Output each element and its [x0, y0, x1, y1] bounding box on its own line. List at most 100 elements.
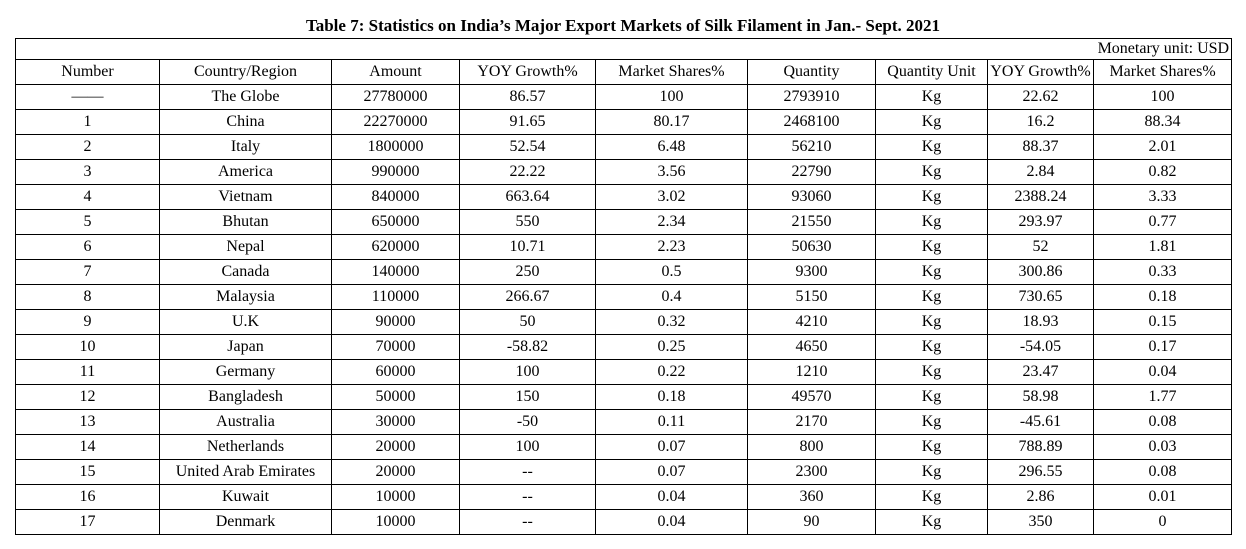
market-share-cell: 0.32: [595, 309, 748, 335]
table-row: 6 Nepal 620000 10.71 2.23 50630 Kg 52 1.81: [15, 234, 1233, 260]
quantity-cell: 90: [747, 509, 876, 535]
quantity-cell: 21550: [747, 209, 876, 235]
country-cell: Japan: [159, 334, 332, 360]
number-cell: 9: [15, 309, 160, 335]
yoy-growth-cell: 266.67: [459, 284, 596, 310]
table-row: 3 America 990000 22.22 3.56 22790 Kg 2.84 0.82: [15, 159, 1233, 185]
column-header: Country/Region: [159, 59, 332, 85]
table-row: 7 Canada 140000 250 0.5 9300 Kg 300.86 0.33: [15, 259, 1233, 285]
table-row: 9 U.K 90000 50 0.32 4210 Kg 18.93 0.15: [15, 309, 1233, 335]
quantity-unit-cell: Kg: [875, 159, 988, 185]
amount-cell: 10000: [331, 509, 460, 535]
quantity-yoy-growth-cell: 2.84: [987, 159, 1094, 185]
table-row: 8 Malaysia 110000 266.67 0.4 5150 Kg 730.65 0.18: [15, 284, 1233, 310]
number-cell: ——: [15, 84, 160, 110]
quantity-market-share-cell: 1.81: [1092, 234, 1233, 260]
number-cell: 10: [15, 334, 160, 360]
quantity-market-share-cell: 0.15: [1092, 309, 1233, 335]
column-header: YOY Growth%: [459, 59, 596, 85]
market-share-cell: 3.02: [595, 184, 748, 210]
quantity-unit-cell: Kg: [875, 209, 988, 235]
quantity-market-share-cell: 0.18: [1092, 284, 1233, 310]
number-cell: 2: [15, 134, 160, 160]
quantity-cell: 50630: [747, 234, 876, 260]
country-cell: Kuwait: [159, 484, 332, 510]
number-cell: 7: [15, 259, 160, 285]
market-share-cell: 0.22: [595, 359, 748, 385]
amount-cell: 990000: [331, 159, 460, 185]
yoy-growth-cell: 10.71: [459, 234, 596, 260]
quantity-market-share-cell: 3.33: [1092, 184, 1233, 210]
table-row: 13 Australia 30000 -50 0.11 2170 Kg -45.61 0.08: [15, 409, 1233, 435]
amount-cell: 60000: [331, 359, 460, 385]
quantity-yoy-growth-cell: 88.37: [987, 134, 1094, 160]
country-cell: Netherlands: [159, 434, 332, 460]
yoy-growth-cell: 150: [459, 384, 596, 410]
market-share-cell: 0.11: [595, 409, 748, 435]
number-cell: 4: [15, 184, 160, 210]
number-cell: 16: [15, 484, 160, 510]
country-cell: U.K: [159, 309, 332, 335]
table-row: 14 Netherlands 20000 100 0.07 800 Kg 788.89 0.03: [15, 434, 1233, 460]
amount-cell: 50000: [331, 384, 460, 410]
quantity-market-share-cell: 88.34: [1092, 109, 1233, 135]
market-share-cell: 0.25: [595, 334, 748, 360]
table-row: 1 China 22270000 91.65 80.17 2468100 Kg 16.2 88.…: [15, 109, 1233, 135]
quantity-yoy-growth-cell: 22.62: [987, 84, 1094, 110]
quantity-cell: 49570: [747, 384, 876, 410]
number-cell: 11: [15, 359, 160, 385]
market-share-cell: 0.5: [595, 259, 748, 285]
quantity-cell: 2170: [747, 409, 876, 435]
quantity-yoy-growth-cell: 350: [987, 509, 1094, 535]
quantity-cell: 5150: [747, 284, 876, 310]
quantity-market-share-cell: 0.82: [1092, 159, 1233, 185]
globe-row: —— The Globe 27780000 86.57 100 2793910 …: [15, 84, 1233, 110]
column-header: YOY Growth%: [987, 59, 1094, 85]
column-header: Quantity: [747, 59, 876, 85]
quantity-cell: 1210: [747, 359, 876, 385]
table-row: 16 Kuwait 10000 -- 0.04 360 Kg 2.86 0.01: [15, 484, 1233, 510]
country-cell: Canada: [159, 259, 332, 285]
quantity-yoy-growth-cell: 293.97: [987, 209, 1094, 235]
unit-row: Monetary unit: USD: [14, 38, 1233, 60]
amount-cell: 30000: [331, 409, 460, 435]
yoy-growth-cell: 250: [459, 259, 596, 285]
quantity-unit-cell: Kg: [875, 434, 988, 460]
quantity-cell: 22790: [747, 159, 876, 185]
market-share-cell: 0.18: [595, 384, 748, 410]
amount-cell: 1800000: [331, 134, 460, 160]
table-title: Table 7: Statistics on India’s Major Exp…: [305, 16, 941, 35]
table-row: 15 United Arab Emirates 20000 -- 0.07 2300 Kg 2…: [15, 459, 1233, 485]
amount-cell: 650000: [331, 209, 460, 235]
market-share-cell: 0.04: [595, 509, 748, 535]
quantity-yoy-growth-cell: 58.98: [987, 384, 1094, 410]
quantity-unit-cell: Kg: [875, 484, 988, 510]
quantity-yoy-growth-cell: -54.05: [987, 334, 1094, 360]
number-cell: 13: [15, 409, 160, 435]
column-header: Market Shares%: [1092, 59, 1233, 85]
yoy-growth-cell: 663.64: [459, 184, 596, 210]
quantity-market-share-cell: 0.01: [1092, 484, 1233, 510]
amount-cell: 20000: [331, 434, 460, 460]
column-header: Amount: [331, 59, 460, 85]
market-share-cell: 0.4: [595, 284, 748, 310]
amount-cell: 840000: [331, 184, 460, 210]
country-cell: Australia: [159, 409, 332, 435]
quantity-unit-cell: Kg: [875, 384, 988, 410]
table-row: 11 Germany 60000 100 0.22 1210 Kg 23.47 0.04: [15, 359, 1233, 385]
quantity-cell: 93060: [747, 184, 876, 210]
quantity-yoy-growth-cell: 2388.24: [987, 184, 1094, 210]
quantity-market-share-cell: 1.77: [1092, 384, 1233, 410]
quantity-market-share-cell: 0.17: [1092, 334, 1233, 360]
market-share-cell: 3.56: [595, 159, 748, 185]
header-row: Number Country/Region Amount YOY Growth%…: [15, 59, 1233, 85]
yoy-growth-cell: -50: [459, 409, 596, 435]
amount-cell: 70000: [331, 334, 460, 360]
quantity-unit-cell: Kg: [875, 109, 988, 135]
quantity-unit-cell: Kg: [875, 334, 988, 360]
export-markets-table: Monetary unit: USD Number Country/Region…: [14, 38, 1233, 535]
quantity-market-share-cell: 2.01: [1092, 134, 1233, 160]
country-cell: America: [159, 159, 332, 185]
number-cell: 5: [15, 209, 160, 235]
number-cell: 8: [15, 284, 160, 310]
